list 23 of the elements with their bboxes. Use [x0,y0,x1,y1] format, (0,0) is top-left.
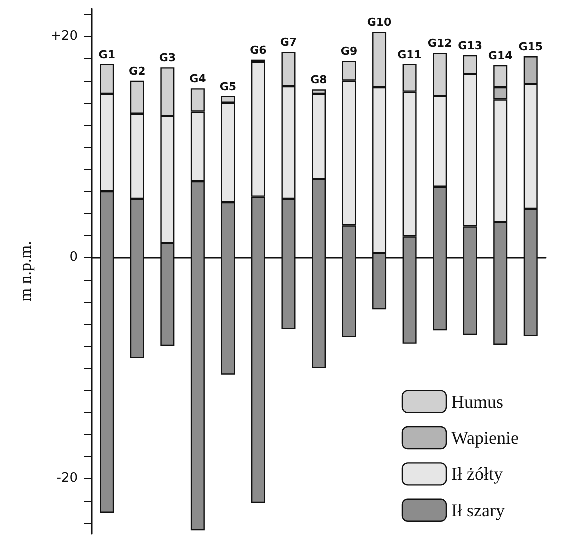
x-tick-label: G4 [190,72,207,86]
x-tick-label: G12 [428,37,452,50]
legend-label: Humus [451,392,504,412]
x-tick-label: G9 [340,44,358,58]
x-tick-label: G13 [458,39,483,52]
y-tick-label: -20 [56,471,78,486]
x-tick-label: G1 [98,48,116,62]
legend-label: Ił szary [451,500,505,520]
x-tick-label: G11 [398,48,422,62]
x-tick-label: G7 [280,36,298,50]
y-axis-title: m n.p.m. [16,241,35,302]
x-tick-label: G15 [518,40,544,54]
legend-label: Ił żółty [451,464,503,484]
x-tick-label: G10 [367,16,392,30]
x-tick-label: G3 [159,52,176,65]
x-tick-label: G8 [310,74,328,87]
y-tick-label: 0 [70,250,78,266]
y-tick-label: +20 [50,29,78,44]
x-tick-label: G6 [250,44,268,57]
x-tick-label: G2 [129,64,146,78]
x-tick-label: G14 [488,49,514,62]
x-tick-label: G5 [220,80,237,94]
legend-label: Wapienie [451,428,520,448]
